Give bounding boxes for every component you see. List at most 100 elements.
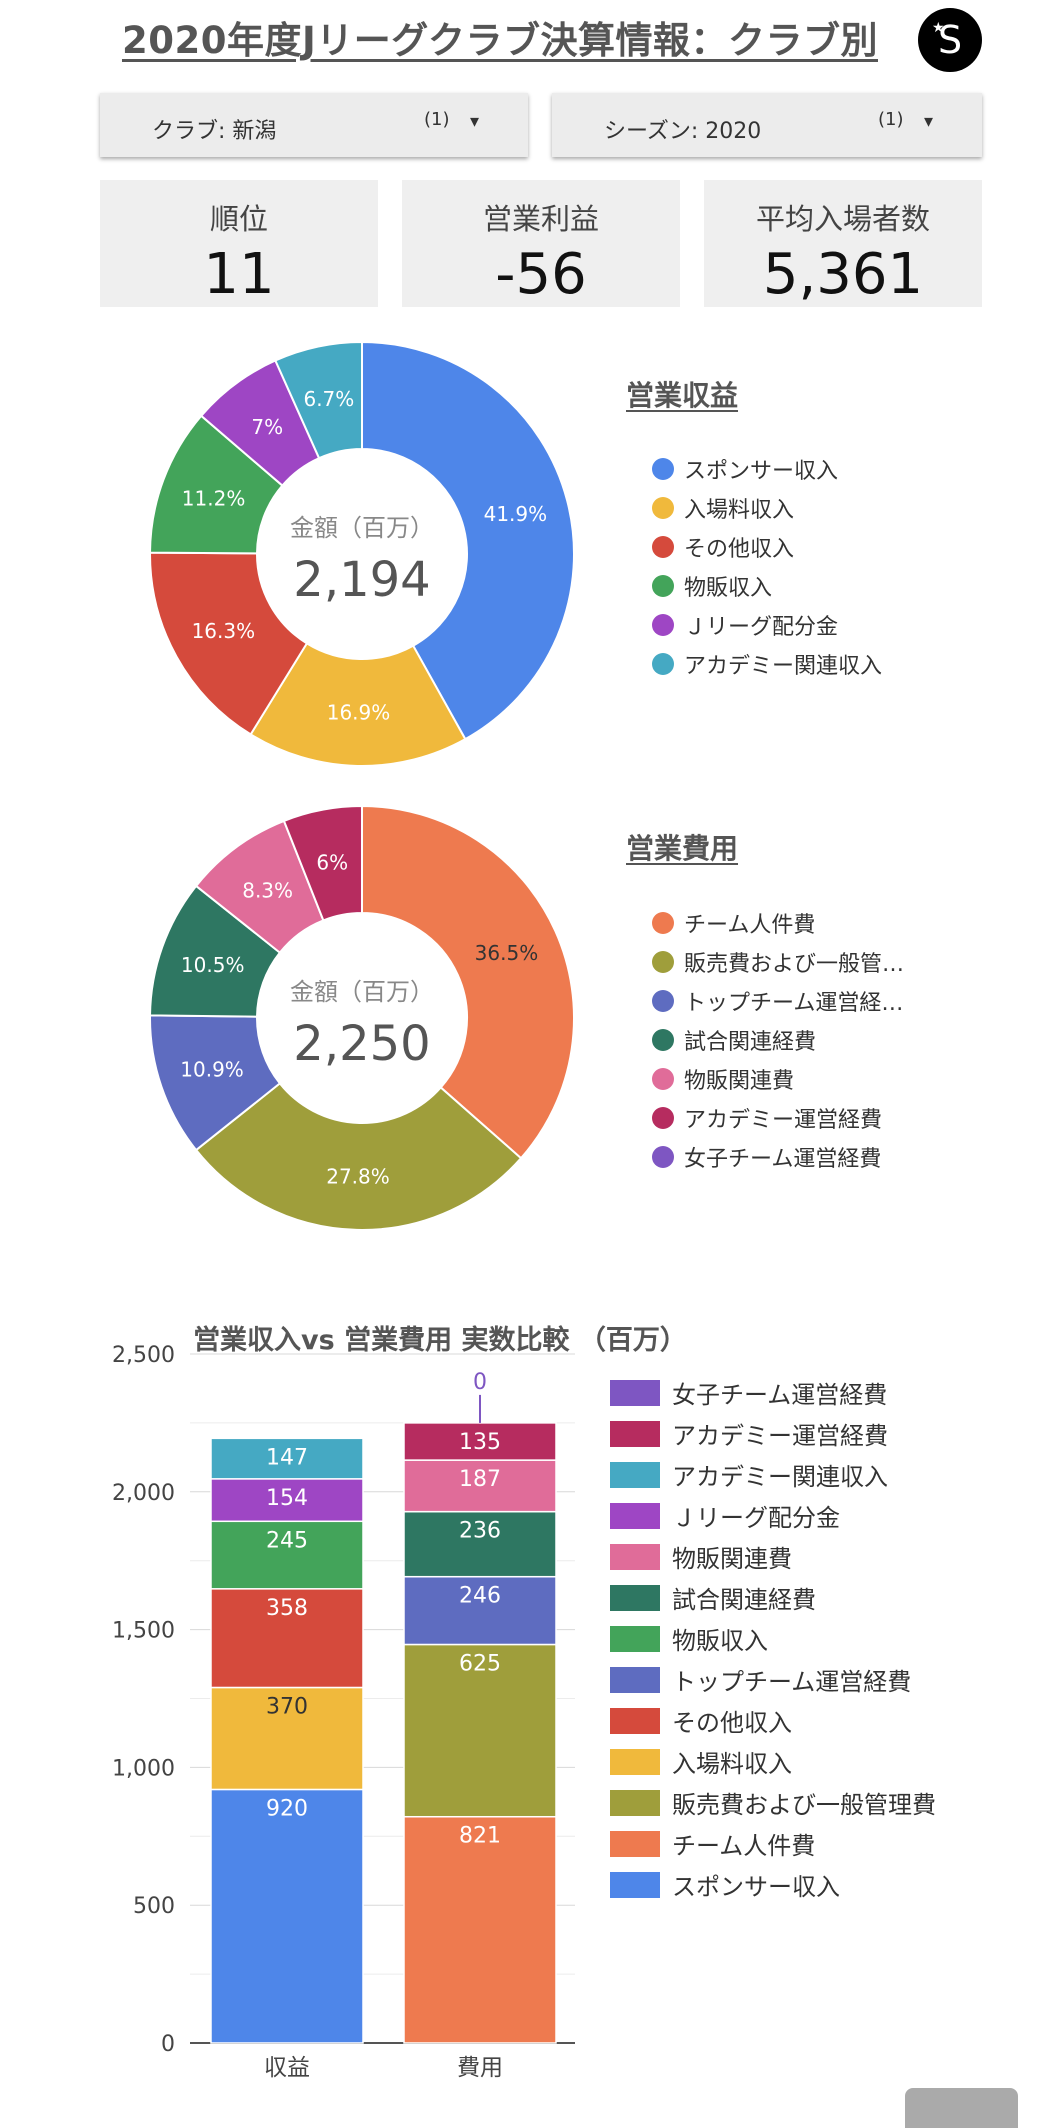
slice-label: 10.9%: [180, 1057, 244, 1081]
legend-item[interactable]: その他収入: [652, 527, 882, 566]
legend-item[interactable]: アカデミー関連収入: [610, 1454, 936, 1495]
legend-label: トップチーム運営経…: [684, 990, 904, 1016]
legend-item[interactable]: 物販関連費: [610, 1536, 936, 1577]
legend-item[interactable]: Ｊリーグ配分金: [652, 605, 882, 644]
legend-label: 物販収入: [684, 575, 773, 601]
legend-item[interactable]: 女子チーム運営経費: [652, 1137, 904, 1176]
legend-swatch: [610, 1625, 660, 1652]
bar-segment[interactable]: [403, 1510, 557, 1578]
legend-item[interactable]: チーム人件費: [610, 1823, 936, 1864]
logo-letter: S: [937, 18, 963, 62]
bar-data-label: 370: [266, 1694, 308, 1719]
legend-label: 販売費および一般管理費: [672, 1791, 936, 1819]
legend-label: アカデミー運営経費: [684, 1107, 883, 1133]
kpi-label: 平均入場者数: [755, 202, 930, 236]
revenue-legend: スポンサー収入入場料収入その他収入物販収入 Ｊリーグ配分金アカデミー関連収入: [652, 449, 882, 683]
chevron-down-icon: ▾: [924, 111, 934, 132]
legend-item[interactable]: アカデミー関連収入: [652, 644, 882, 683]
legend-swatch: [652, 911, 674, 934]
slice-label: 41.9%: [484, 502, 548, 526]
kpi-value: 11: [203, 242, 275, 307]
donut-slice[interactable]: [282, 804, 363, 922]
legend-label: 物販関連費: [672, 1545, 792, 1573]
legend-swatch: [610, 1830, 660, 1857]
donut-slice[interactable]: [361, 340, 575, 741]
legend-label: スポンサー収入: [672, 1873, 840, 1901]
bar-segment[interactable]: [210, 1478, 364, 1523]
page-title: 2020年度Jリーグクラブ決算情報：クラブ別: [121, 19, 878, 62]
legend-label: チーム人件費: [672, 1832, 816, 1860]
kpi-label: 営業利益: [482, 202, 599, 236]
bar-data-label: 135: [459, 1430, 501, 1455]
donut-slice[interactable]: [249, 641, 467, 767]
legend-swatch: [610, 1502, 660, 1529]
bar-segment[interactable]: [210, 1788, 364, 2044]
legend-swatch: [610, 1543, 660, 1570]
slice-label: 7%: [251, 415, 283, 439]
legend-swatch: [652, 496, 674, 519]
legend-item[interactable]: 販売費および一般管…: [652, 942, 904, 981]
legend-item[interactable]: チーム人件費: [652, 903, 904, 942]
legend-item[interactable]: 女子チーム運営経費: [610, 1372, 936, 1413]
legend-item[interactable]: アカデミー運営経費: [652, 1098, 904, 1137]
bar-segment[interactable]: [403, 1643, 557, 1818]
donut-slice[interactable]: [149, 551, 309, 736]
revenue-chart-title: 営業収益: [626, 379, 739, 412]
y-tick-label: 500: [133, 1894, 175, 1919]
legend-item[interactable]: トップチーム運営経…: [652, 981, 904, 1020]
club-filter-dropdown[interactable]: クラブ: 新潟 (1) ▾: [100, 93, 528, 157]
legend-label: 物販収入: [672, 1627, 768, 1655]
legend-label: Ｊリーグ配分金: [684, 614, 839, 640]
club-filter-label: クラブ: 新潟: [152, 119, 277, 144]
bar-segment[interactable]: [210, 1520, 364, 1590]
bar-segment[interactable]: [403, 1459, 557, 1513]
legend-item[interactable]: その他収入: [610, 1700, 936, 1741]
bar-data-label: 154: [266, 1486, 308, 1511]
bar-segment[interactable]: [210, 1437, 364, 1480]
slice-label: 27.8%: [326, 1164, 390, 1188]
scroll-tab[interactable]: [905, 2088, 1018, 2128]
bar-data-label: 187: [459, 1467, 501, 1492]
legend-item[interactable]: 物販関連費: [652, 1059, 904, 1098]
legend-item[interactable]: 入場料収入: [610, 1741, 936, 1782]
legend-item[interactable]: スポンサー収入: [610, 1864, 936, 1905]
legend-swatch: [652, 613, 674, 636]
logo-icon[interactable]: ★ S: [918, 8, 982, 72]
legend-swatch: [652, 457, 674, 480]
y-tick-label: 2,000: [112, 1481, 175, 1506]
legend-label: アカデミー関連収入: [672, 1463, 888, 1491]
legend-swatch: [652, 950, 674, 973]
legend-item[interactable]: 物販収入: [652, 566, 882, 605]
legend-swatch: [610, 1379, 660, 1406]
bar-segment[interactable]: [403, 1422, 557, 1461]
expense-legend: チーム人件費 販売費および一般管… トップチーム運営経… 試合関連経費物販関連費アカデ…: [652, 903, 904, 1176]
legend-item[interactable]: スポンサー収入: [652, 449, 882, 488]
bar-data-label: 236: [459, 1519, 501, 1544]
donut-slice[interactable]: [274, 340, 363, 460]
donut-center-label: 金額（百万）: [290, 514, 434, 542]
legend-item[interactable]: 販売費および一般管理費: [610, 1782, 936, 1823]
bar-segment[interactable]: [210, 1588, 364, 1689]
legend-item[interactable]: 入場料収入: [652, 488, 882, 527]
bar-chart-title: 営業収入vs 営業費用 実数比較 （百万）: [193, 1325, 687, 1356]
legend-item[interactable]: 試合関連経費: [610, 1577, 936, 1618]
legend-item[interactable]: 試合関連経費: [652, 1020, 904, 1059]
bar-segment[interactable]: [403, 1815, 557, 2044]
legend-label: 入場料収入: [684, 497, 795, 523]
slice-label: 16.9%: [327, 700, 391, 724]
bar-segment[interactable]: [403, 1575, 557, 1646]
legend-swatch: [652, 1067, 674, 1090]
legend-item[interactable]: アカデミー運営経費: [610, 1413, 936, 1454]
legend-item[interactable]: Ｊリーグ配分金: [610, 1495, 936, 1536]
season-filter-dropdown[interactable]: シーズン: 2020 (1) ▾: [552, 93, 982, 157]
donut-slice[interactable]: [361, 804, 575, 1160]
legend-label: 試合関連経費: [684, 1029, 817, 1055]
donut-slice[interactable]: [194, 1081, 523, 1231]
bar-data-label: 625: [459, 1651, 501, 1676]
bar-data-label: 821: [459, 1824, 501, 1849]
legend-item[interactable]: トップチーム運営経費: [610, 1659, 936, 1700]
legend-item[interactable]: 物販収入: [610, 1618, 936, 1659]
slice-label: 16.3%: [192, 619, 256, 643]
legend-label: アカデミー運営経費: [672, 1422, 888, 1450]
bar-chart-legend: 女子チーム運営経費アカデミー運営経費 アカデミー関連収入 Ｊリーグ配分金物販関連費試…: [610, 1372, 936, 1905]
